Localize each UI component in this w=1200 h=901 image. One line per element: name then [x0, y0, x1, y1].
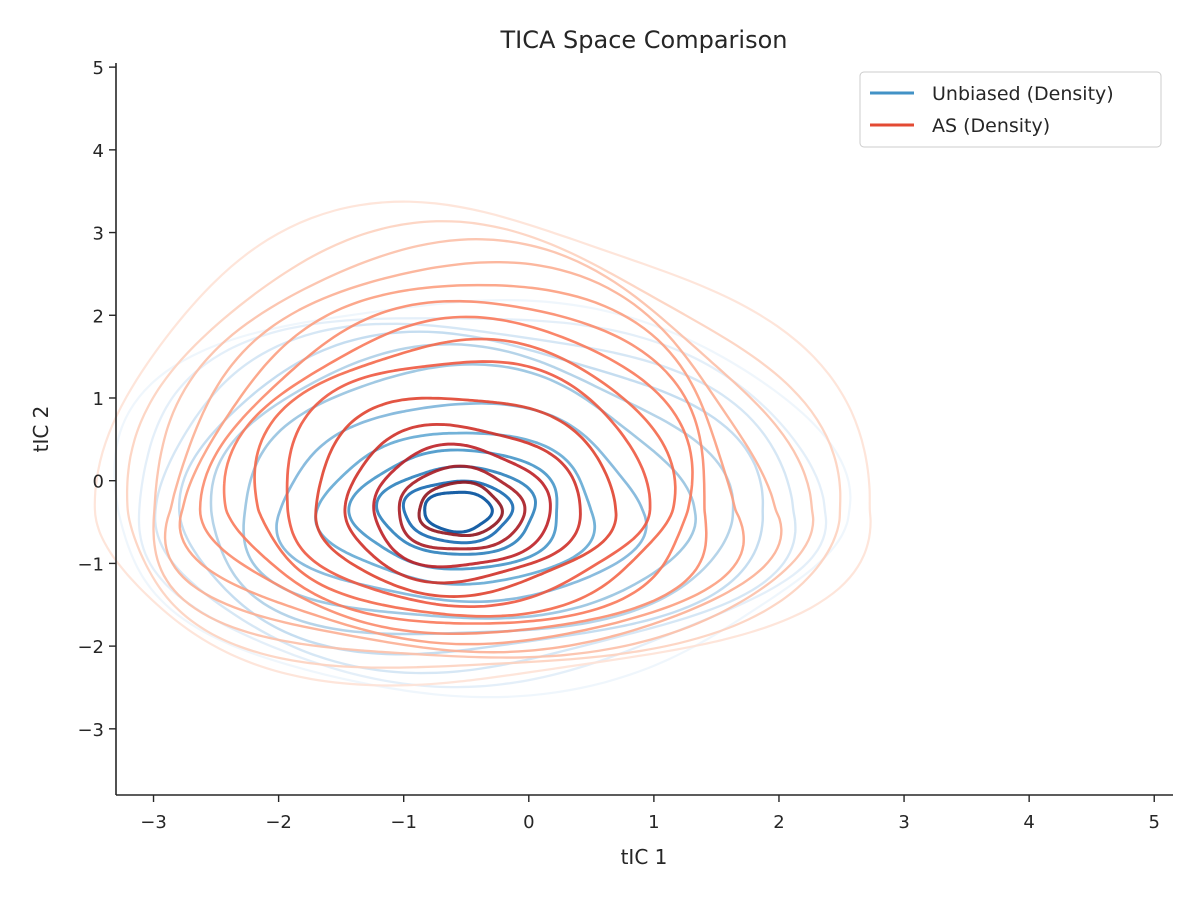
contour-plot [93, 200, 872, 699]
as-contour-level [152, 238, 815, 659]
as-contour-level [343, 422, 582, 585]
y-tick-label: 4 [93, 141, 104, 162]
y-tick-label: −1 [77, 554, 104, 575]
x-tick-label: −2 [265, 812, 292, 833]
unbiased-contour-level [209, 342, 735, 636]
as-contour-level [314, 396, 618, 598]
as-contour-level [397, 464, 527, 551]
x-axis-label: tIC 1 [621, 845, 668, 869]
as-contour-level [417, 480, 504, 538]
as-contour-level [163, 260, 783, 654]
y-tick-label: 5 [93, 58, 104, 79]
unbiased-contour-level [137, 317, 828, 689]
x-tick-label: 1 [648, 812, 659, 833]
x-tick-label: −3 [140, 812, 167, 833]
as-contour-level [125, 220, 842, 669]
x-axis-ticks: −3 −2 −1 0 1 2 3 4 5 [140, 795, 1160, 833]
x-tick-label: 5 [1149, 812, 1160, 833]
unbiased-contour-level [423, 490, 494, 534]
as-contour-level [178, 283, 745, 646]
y-tick-label: 2 [93, 306, 104, 327]
unbiased-contour-level [242, 362, 698, 620]
y-tick-label: −2 [77, 637, 104, 658]
legend: Unbiased (Density) AS (Density) [859, 71, 1162, 148]
y-axis-ticks: −3 −2 −1 0 1 2 3 4 5 [77, 58, 116, 741]
x-tick-label: −1 [390, 812, 417, 833]
x-tick-label: 0 [523, 812, 534, 833]
y-tick-label: −3 [77, 720, 104, 741]
chart-title: TICA Space Comparison [499, 26, 787, 54]
series-as-contours [93, 200, 872, 687]
y-tick-label: 3 [93, 224, 104, 245]
legend-box [859, 71, 1162, 148]
as-contour-level [198, 299, 708, 636]
as-contour-level [285, 360, 652, 609]
unbiased-contour-level [375, 465, 537, 556]
x-tick-label: 4 [1023, 812, 1034, 833]
legend-label-as: AS (Density) [932, 115, 1050, 137]
x-tick-label: 3 [898, 812, 909, 833]
x-tick-label: 2 [773, 812, 784, 833]
legend-label-unbiased: Unbiased (Density) [932, 83, 1114, 105]
unbiased-contour-level [401, 479, 515, 545]
as-contour-level [372, 442, 552, 569]
as-contour-level [93, 200, 872, 687]
y-tick-label: 1 [93, 389, 104, 410]
unbiased-contour-level [347, 448, 559, 571]
as-contour-level [222, 315, 694, 625]
unbiased-contour-level [177, 330, 765, 656]
as-contour-level [253, 337, 677, 618]
y-axis-label: tIC 2 [29, 406, 53, 453]
unbiased-contour-level [113, 298, 852, 699]
y-tick-label: 0 [93, 472, 104, 493]
